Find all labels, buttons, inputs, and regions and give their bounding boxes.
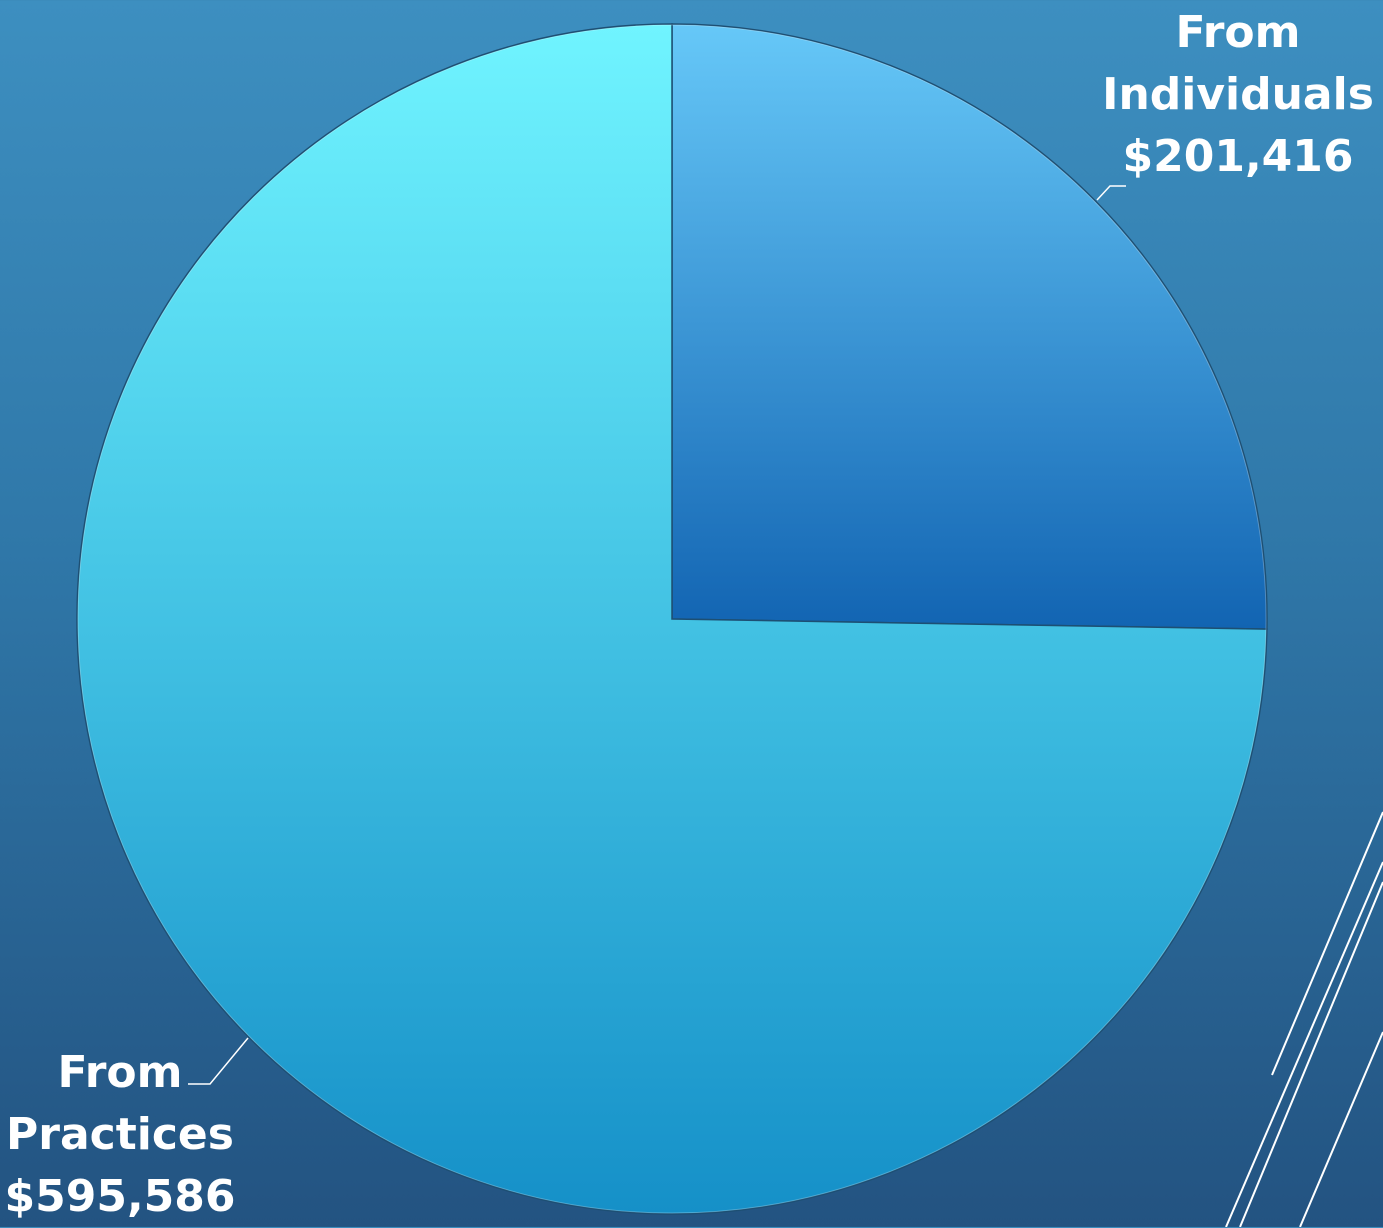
decorative-line xyxy=(1225,861,1383,1227)
slice-label-individuals-line-3: $201,416 xyxy=(1122,131,1354,182)
slice-label-practices: From Practices $595,586 xyxy=(0,1042,240,1228)
leader-line-practices xyxy=(188,1037,249,1085)
pie-slice-from-practices xyxy=(76,23,1268,1215)
pie-slice-from-individuals xyxy=(671,23,1268,630)
decorative-line xyxy=(1299,1031,1383,1227)
leader-lines xyxy=(188,185,1126,1085)
decorative-lines xyxy=(1225,811,1383,1227)
slice-label-practices-line-2: Practices xyxy=(6,1109,234,1160)
slice-label-practices-line-1: From xyxy=(57,1047,183,1098)
decorative-line xyxy=(1271,811,1383,1076)
slice-label-individuals-line-2: Individuals xyxy=(1102,69,1374,120)
slice-label-individuals: From Individuals $201,416 xyxy=(1096,2,1380,188)
leader-line-individuals xyxy=(1096,185,1126,201)
slice-label-individuals-line-1: From xyxy=(1175,7,1301,58)
decorative-line xyxy=(1239,881,1383,1227)
pie-rim-highlight xyxy=(77,24,1267,1214)
pie-slices xyxy=(76,23,1268,1215)
slice-label-practices-line-3: $595,586 xyxy=(4,1171,236,1222)
